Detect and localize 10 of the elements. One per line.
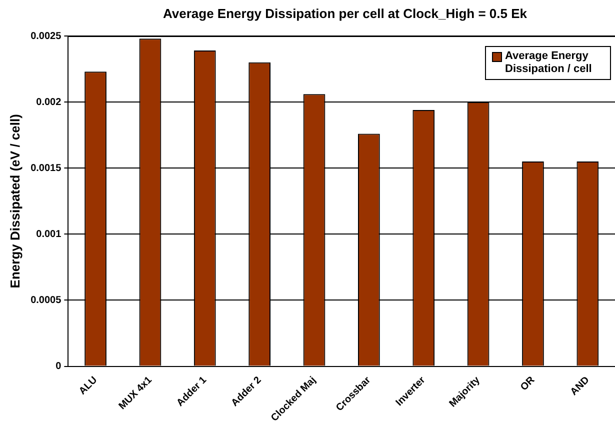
chart-title: Average Energy Dissipation per cell at Clock_High = 0.5 Ek xyxy=(162,6,528,21)
x-tick-label: OR xyxy=(518,374,538,394)
y-tick-label: 0.0015 xyxy=(30,162,62,174)
y-tick-label: 0.002 xyxy=(36,96,62,108)
y-tick-label: 0 xyxy=(56,361,62,372)
y-tick-label: 0.0005 xyxy=(30,294,62,306)
legend-label: Average Energy Dissipation / cell xyxy=(505,50,593,76)
y-tick-label: 0.001 xyxy=(36,228,62,240)
y-tick-label: 0.0025 xyxy=(30,30,62,42)
y-axis-title: Energy Dissipated (eV / cell) xyxy=(7,114,22,288)
